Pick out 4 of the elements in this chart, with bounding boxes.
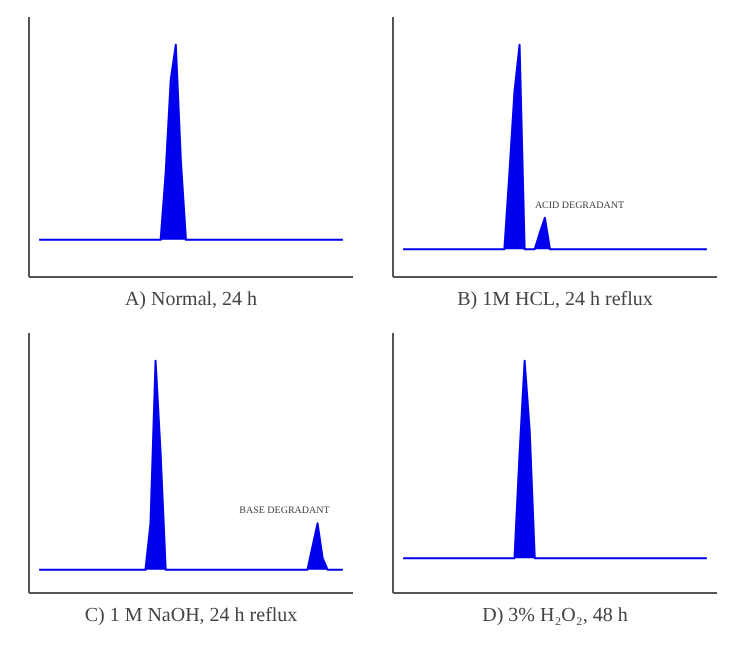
x-axis-title: C) 1 M NaOH, 24 h reflux <box>84 605 298 627</box>
x-axis-title: D) 3% H₂O₂, 48 h <box>482 605 628 627</box>
x-axis-title: A) Normal, 24 h <box>124 289 258 311</box>
x-axis-title: B) 1M HCL, 24 h reflux <box>457 289 653 311</box>
